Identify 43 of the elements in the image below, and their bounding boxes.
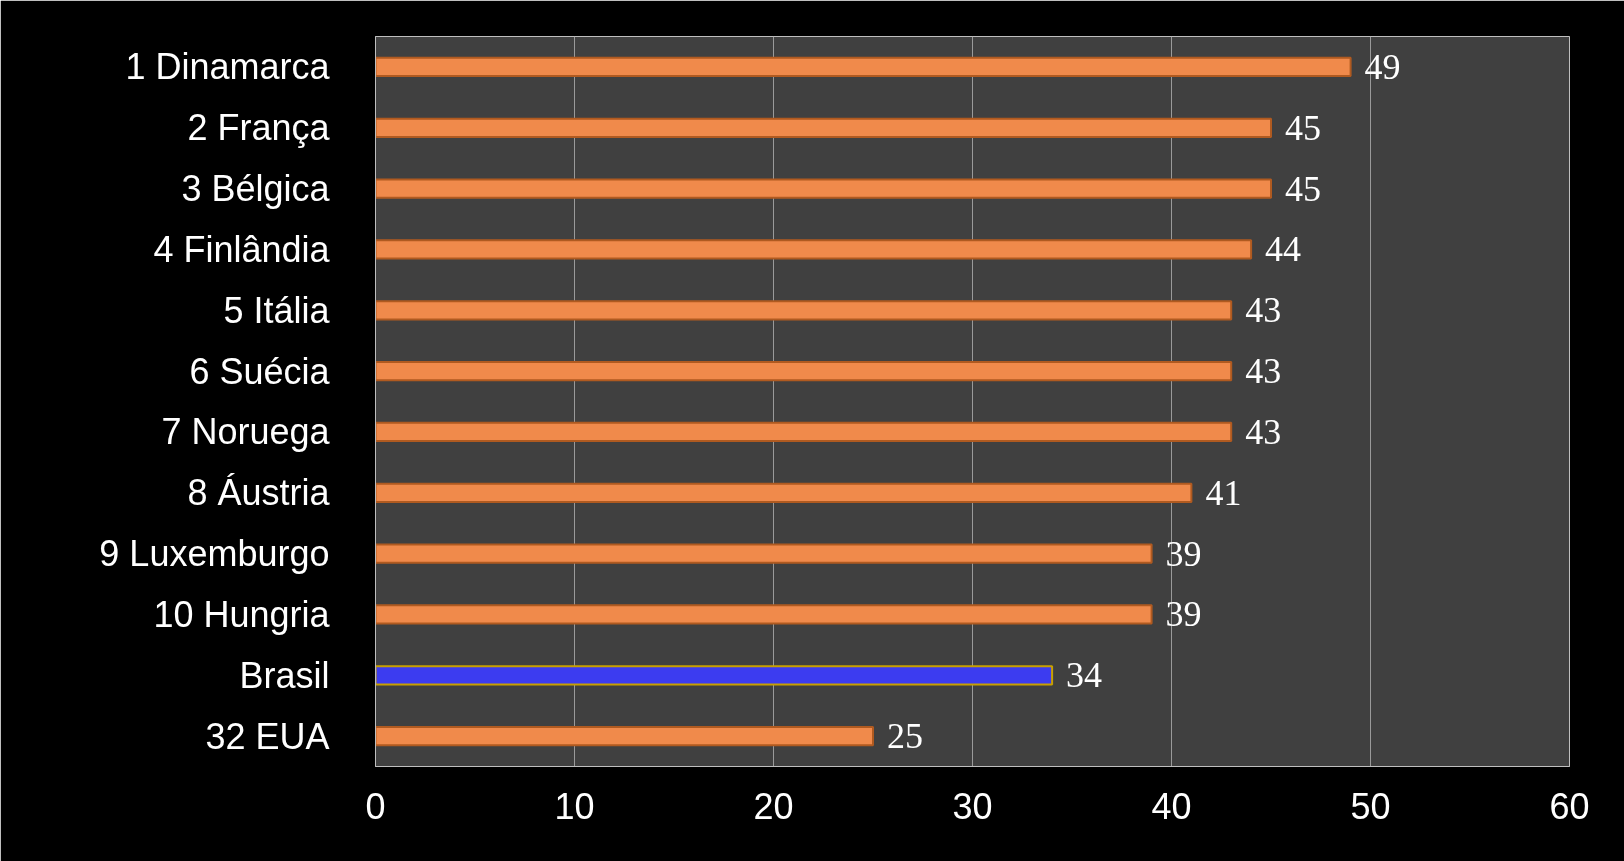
data-label: 34: [1066, 655, 1103, 696]
data-label: 45: [1285, 107, 1321, 148]
data-label: 43: [1245, 411, 1282, 452]
bar: [375, 543, 1153, 564]
y-tick-label: 8 Áustria: [187, 472, 331, 514]
y-tick-label: 2 França: [187, 107, 331, 149]
x-tick-label: 0: [365, 785, 386, 827]
x-tick-label: 60: [1549, 785, 1590, 827]
bar: [375, 117, 1272, 138]
bar: [375, 482, 1193, 503]
data-label: 43: [1245, 351, 1282, 392]
bar: [375, 300, 1233, 321]
y-tick-label: 1 Dinamarca: [125, 46, 331, 88]
x-tick-label: 20: [753, 785, 794, 827]
x-tick-label: 10: [554, 785, 595, 827]
data-label: 49: [1364, 46, 1401, 87]
y-tick-label: 32 EUA: [205, 715, 330, 757]
data-label: 39: [1165, 594, 1202, 635]
y-tick-label: 7 Noruega: [161, 411, 331, 453]
data-label: 25: [887, 716, 923, 757]
x-tick-label: 40: [1151, 785, 1192, 827]
bar: [375, 421, 1233, 443]
bar: [375, 665, 1054, 686]
x-tick-label: 50: [1350, 785, 1391, 827]
y-tick-label: 9 Luxemburgo: [99, 533, 330, 575]
bar: [375, 725, 874, 747]
data-label: 41: [1205, 472, 1242, 513]
bar: [375, 56, 1352, 78]
data-label: 43: [1245, 290, 1282, 331]
data-label: 44: [1265, 229, 1302, 270]
y-tick-label: 10 Hungria: [153, 593, 331, 635]
bar: [375, 360, 1233, 382]
y-tick-label: 3 Bélgica: [181, 168, 331, 210]
y-tick-label: 5 Itália: [223, 289, 331, 331]
bar: [375, 239, 1253, 260]
y-tick-label: Brasil: [239, 654, 330, 696]
data-label: 39: [1165, 533, 1202, 574]
bar: [375, 178, 1272, 199]
y-tick-label: 4 Finlândia: [153, 228, 331, 270]
x-tick-label: 30: [952, 785, 993, 827]
bar: [375, 604, 1153, 625]
y-tick-label: 6 Suécia: [189, 350, 331, 392]
data-label: 45: [1285, 168, 1321, 209]
